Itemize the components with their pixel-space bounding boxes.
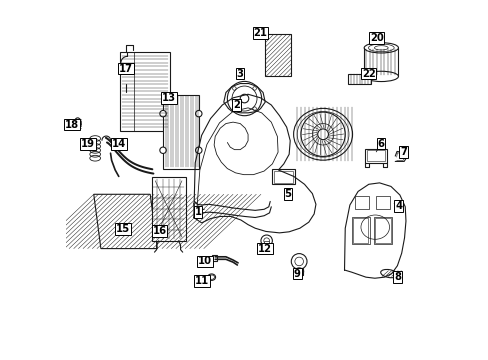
Text: 1: 1	[194, 207, 201, 217]
Bar	[163, 95, 198, 168]
Bar	[120, 52, 170, 131]
Circle shape	[317, 129, 328, 140]
Text: 18: 18	[65, 120, 79, 130]
Circle shape	[160, 147, 166, 153]
Polygon shape	[94, 194, 157, 249]
Text: 21: 21	[253, 28, 267, 38]
Text: 3: 3	[236, 68, 243, 78]
Bar	[365, 149, 386, 163]
Bar	[374, 218, 390, 243]
Bar	[273, 171, 292, 183]
Bar	[366, 150, 385, 161]
Text: 6: 6	[377, 139, 384, 149]
Text: 17: 17	[119, 64, 133, 73]
Bar	[264, 241, 268, 245]
Bar	[373, 217, 391, 244]
Text: 19: 19	[81, 139, 95, 149]
Text: 8: 8	[393, 272, 400, 282]
Text: 10: 10	[198, 256, 212, 266]
Text: 13: 13	[162, 93, 175, 103]
Bar	[354, 196, 368, 208]
Bar	[351, 217, 369, 244]
Text: 7: 7	[399, 147, 406, 157]
Bar	[212, 255, 217, 261]
Circle shape	[195, 111, 202, 117]
Text: 12: 12	[258, 244, 272, 253]
Text: 22: 22	[361, 68, 375, 78]
Text: 9: 9	[293, 269, 300, 279]
Circle shape	[195, 147, 202, 153]
Text: 4: 4	[394, 201, 402, 211]
Ellipse shape	[293, 108, 352, 160]
Bar	[352, 218, 367, 243]
Bar	[264, 34, 290, 76]
Text: 15: 15	[116, 224, 130, 234]
Text: 14: 14	[111, 139, 125, 149]
Bar	[375, 196, 389, 208]
Text: 5: 5	[284, 189, 291, 199]
Text: 20: 20	[369, 33, 383, 43]
Text: 11: 11	[195, 276, 209, 286]
Bar	[151, 177, 185, 241]
Ellipse shape	[364, 71, 398, 82]
Text: 16: 16	[152, 226, 166, 236]
Circle shape	[160, 111, 166, 117]
Bar	[347, 73, 370, 84]
Text: 2: 2	[233, 100, 240, 110]
Bar	[272, 169, 294, 184]
